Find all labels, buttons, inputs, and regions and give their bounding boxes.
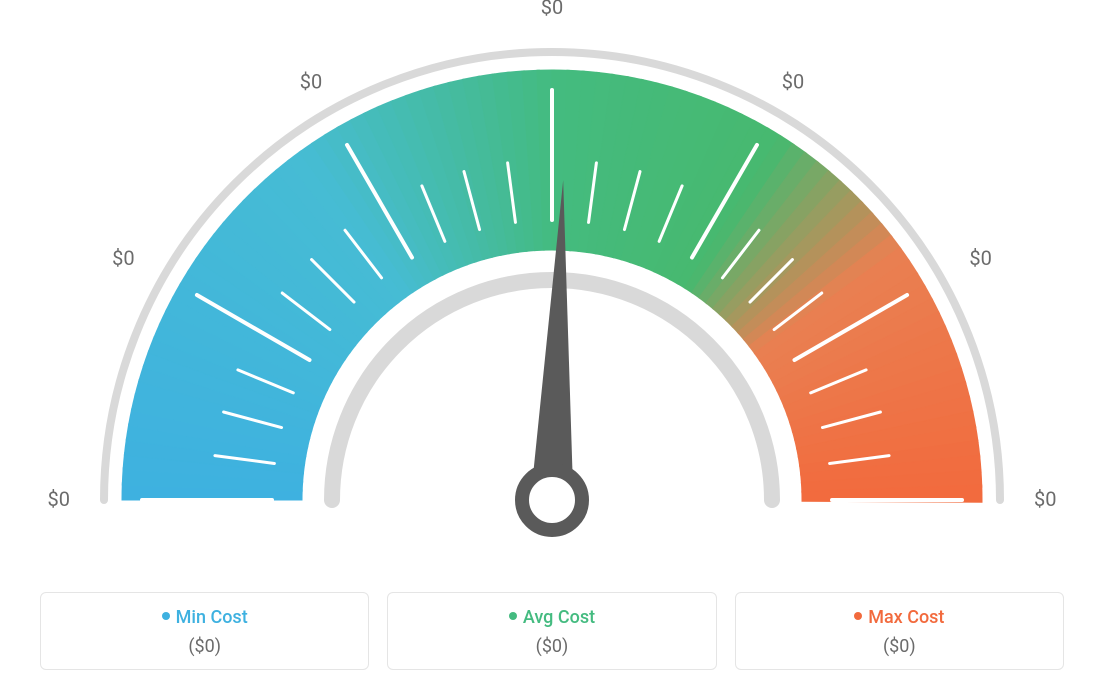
cost-gauge-widget: $0 $0 $0 $0 $0 $0 $0 Min Cost ($0) Avg Cost ($… (0, 0, 1104, 690)
svg-text:$0: $0 (300, 70, 322, 94)
svg-text:$0: $0 (112, 246, 134, 270)
legend-avg-dot (509, 612, 517, 620)
legend-card-max: Max Cost ($0) (735, 592, 1064, 670)
legend-min-label: Min Cost (176, 607, 248, 628)
legend-max-dot (854, 612, 862, 620)
legend-max-title: Max Cost (746, 607, 1053, 628)
svg-text:$0: $0 (541, 0, 563, 19)
svg-text:$0: $0 (48, 487, 70, 511)
legend-min-title: Min Cost (51, 607, 358, 628)
svg-text:$0: $0 (969, 246, 991, 270)
legend-avg-value: ($0) (398, 636, 705, 657)
legend-max-value: ($0) (746, 636, 1053, 657)
legend-row: Min Cost ($0) Avg Cost ($0) Max Cost ($0… (40, 592, 1064, 670)
gauge-chart: $0 $0 $0 $0 $0 $0 $0 (0, 0, 1104, 560)
svg-text:$0: $0 (782, 70, 804, 94)
svg-text:$0: $0 (1034, 487, 1056, 511)
legend-max-label: Max Cost (868, 607, 944, 628)
legend-card-avg: Avg Cost ($0) (387, 592, 716, 670)
legend-avg-title: Avg Cost (398, 607, 705, 628)
legend-card-min: Min Cost ($0) (40, 592, 369, 670)
legend-min-dot (162, 612, 170, 620)
legend-avg-label: Avg Cost (523, 607, 595, 628)
legend-min-value: ($0) (51, 636, 358, 657)
